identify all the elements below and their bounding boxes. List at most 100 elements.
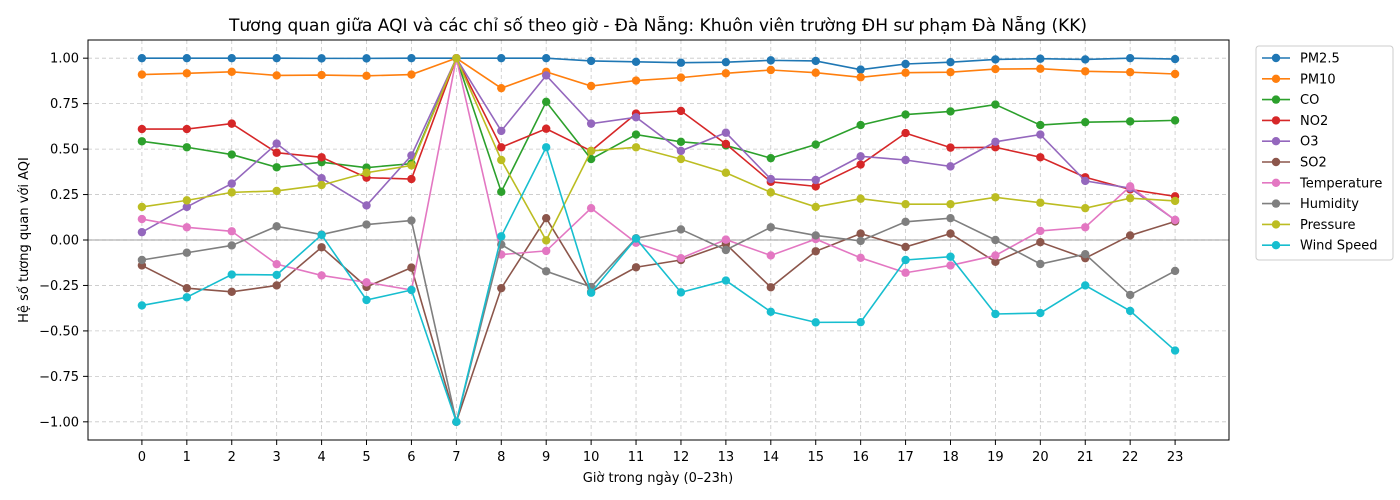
- data-point-wind-speed: [586, 288, 596, 297]
- data-point-humidity: [901, 217, 910, 227]
- data-point-so2: [811, 247, 820, 256]
- data-point-pressure: [856, 194, 865, 203]
- data-point-humidity: [991, 235, 1000, 245]
- data-point-co: [1170, 116, 1180, 125]
- data-point-pm10: [901, 68, 910, 77]
- data-point-co: [1081, 117, 1090, 127]
- y-tick-label: 0.00: [50, 234, 79, 249]
- data-point-humidity: [1170, 266, 1180, 276]
- data-point-pm10: [497, 83, 506, 93]
- data-point-temperature: [1036, 226, 1045, 236]
- data-point-humidity: [182, 248, 192, 257]
- series-temperature: [137, 53, 1180, 295]
- data-point-pressure: [497, 155, 506, 165]
- x-tick-label: 3: [273, 450, 281, 465]
- data-point-co: [811, 140, 820, 149]
- chart-title: Tương quan giữa AQI và các chỉ số theo g…: [228, 15, 1087, 36]
- data-point-wind-speed: [452, 417, 461, 427]
- data-point-pm10: [946, 67, 955, 77]
- legend-marker: [1271, 53, 1281, 63]
- data-point-humidity: [1036, 259, 1045, 269]
- data-point-no2: [811, 182, 820, 191]
- data-point-pressure: [317, 180, 326, 190]
- data-point-pm10: [407, 70, 416, 79]
- legend-label: NO2: [1300, 114, 1328, 129]
- y-tick-label: 1.00: [50, 52, 79, 67]
- data-point-o3: [901, 155, 910, 165]
- x-tick-label: 7: [452, 450, 460, 465]
- data-point-o3: [1036, 130, 1045, 139]
- data-point-temperature: [721, 235, 731, 244]
- data-point-co: [586, 154, 596, 164]
- legend-label: Wind Speed: [1300, 239, 1378, 254]
- data-point-pm10: [1125, 67, 1135, 77]
- legend-label: Temperature: [1299, 176, 1382, 191]
- x-tick-label: 12: [673, 450, 690, 465]
- data-point-pressure: [1125, 193, 1135, 203]
- legend-box: [1255, 45, 1394, 261]
- data-point-pressure: [407, 161, 416, 170]
- data-point-pm2-5: [676, 58, 686, 67]
- data-point-wind-speed: [182, 293, 192, 302]
- data-point-temperature: [901, 268, 910, 277]
- x-tick-label: 19: [987, 450, 1004, 465]
- data-point-so2: [946, 229, 955, 238]
- data-point-co: [676, 137, 686, 147]
- data-point-no2: [1036, 153, 1045, 162]
- x-tick-label: 9: [542, 450, 550, 465]
- series-pm10: [137, 53, 1180, 93]
- data-point-no2: [721, 139, 731, 149]
- data-point-pressure: [586, 146, 596, 156]
- series-line-so2: [141, 216, 1176, 425]
- data-point-humidity: [811, 231, 820, 240]
- y-tick-label: 0.25: [50, 188, 79, 203]
- data-point-wind-speed: [721, 276, 731, 285]
- y-tick-label: −0.75: [39, 370, 79, 385]
- series-pressure: [137, 53, 1180, 245]
- data-point-no2: [497, 143, 506, 152]
- data-point-co: [766, 153, 776, 163]
- data-point-co: [901, 110, 910, 119]
- data-point-humidity: [227, 241, 236, 250]
- x-tick-label: 2: [228, 450, 236, 465]
- x-tick-label: 8: [497, 450, 505, 465]
- data-point-pressure: [766, 188, 776, 197]
- data-point-wind-speed: [811, 318, 820, 327]
- data-point-pm2-5: [362, 54, 371, 63]
- y-axis-label: Hệ số tương quan với AQI: [17, 157, 32, 323]
- data-point-so2: [227, 287, 236, 297]
- data-point-no2: [676, 106, 686, 116]
- data-point-pressure: [137, 202, 147, 212]
- data-point-pm2-5: [137, 53, 147, 63]
- data-point-temperature: [182, 223, 192, 232]
- data-point-no2: [182, 124, 192, 134]
- data-point-pm2-5: [856, 65, 865, 74]
- data-point-so2: [991, 257, 1000, 267]
- data-point-temperature: [586, 203, 596, 213]
- data-point-co: [541, 97, 551, 107]
- data-point-temperature: [317, 271, 326, 280]
- data-point-o3: [766, 174, 776, 184]
- legend-item-pm10: PM10: [1262, 72, 1336, 87]
- data-point-pressure: [946, 199, 955, 209]
- data-point-humidity: [137, 255, 147, 265]
- data-point-wind-speed: [856, 317, 865, 327]
- data-point-pm10: [631, 76, 641, 85]
- data-point-co: [227, 150, 236, 159]
- legend-marker: [1271, 199, 1281, 208]
- data-point-so2: [1036, 237, 1045, 247]
- data-point-pm2-5: [1170, 54, 1180, 64]
- data-point-so2: [1125, 231, 1135, 240]
- legend-label: CO: [1300, 93, 1319, 108]
- legend-label: Pressure: [1300, 218, 1356, 233]
- data-point-pm2-5: [227, 53, 236, 63]
- data-point-so2: [856, 229, 865, 238]
- legend: PM2.5 PM10 CO NO2 O3 SO2 Temperature Humidity Pr…: [1255, 45, 1394, 261]
- data-point-pm2-5: [901, 59, 910, 69]
- data-point-o3: [856, 152, 865, 161]
- x-tick-label: 17: [897, 450, 914, 465]
- grid: [88, 40, 1229, 440]
- legend-label: O3: [1300, 135, 1319, 150]
